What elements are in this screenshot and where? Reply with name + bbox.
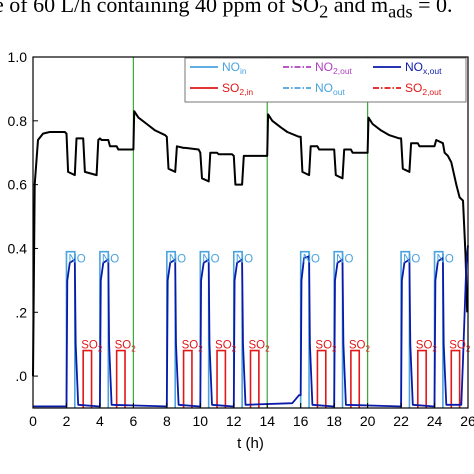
so2-pulse-label-2: SO2 xyxy=(182,340,204,354)
so2-pulse-label-7: SO2 xyxy=(416,340,438,354)
pulse-label-layer: NO NO NO NO NO NO NO NO NO SO2 SO2 SO2 SO2 SO2 SO2 SO2 S… xyxy=(68,254,470,354)
x-tick-label-11: 22 xyxy=(393,413,409,429)
no-pulse-label-4: NO xyxy=(236,254,253,266)
x-tick-label-9: 18 xyxy=(326,413,342,429)
no-pulse-label-0: NO xyxy=(68,254,85,266)
so2-pulse-label-3: SO2 xyxy=(215,340,237,354)
no-pulse-label-7: NO xyxy=(403,254,420,266)
x-tick-label-5: 10 xyxy=(193,413,209,429)
plot-frame xyxy=(32,56,469,409)
so2-inlet-pulse-0 xyxy=(82,349,93,408)
x-tick-label-0: 0 xyxy=(29,413,37,429)
x-tick-label-6: 12 xyxy=(226,413,242,429)
so2-inlet-pulse-1 xyxy=(115,349,126,408)
x-tick-label-10: 20 xyxy=(360,413,376,429)
no-pulse-label-5: NO xyxy=(303,254,320,266)
so2-pulse-label-4: SO2 xyxy=(249,340,271,354)
so2-pulse-label-6: SO2 xyxy=(349,340,371,354)
x-tick-label-4: 8 xyxy=(163,413,171,429)
no-pulse-label-3: NO xyxy=(202,254,219,266)
figure-caption: e of 60 L/h containing 40 ppm of SO2 and… xyxy=(0,0,474,26)
caption-text-mid: and m xyxy=(328,0,389,17)
caption-text-pre: e of 60 L/h containing 40 ppm of SO xyxy=(0,0,320,17)
no-pulse-label-2: NO xyxy=(169,254,186,266)
series-line-1 xyxy=(33,245,469,408)
so2-inlet-pulse-4 xyxy=(249,349,260,408)
y-tick-label-4: 0.8 xyxy=(8,113,28,129)
so2-pulse-label-1: SO2 xyxy=(115,340,137,354)
y-tick-label-1: .2 xyxy=(15,304,27,320)
series-layer xyxy=(32,110,469,408)
no-pulse-label-6: NO xyxy=(336,254,353,266)
y-tick-label-0: .0 xyxy=(15,368,27,384)
series-line-0 xyxy=(32,110,469,377)
axis-ticks: 0 2 4 6 8 10 12 14 16 18 20 22 24 26.0.20.40.60.81.0 xyxy=(8,49,474,429)
no-pulse-label-8: NO xyxy=(437,254,454,266)
x-tick-label-13: 26 xyxy=(460,413,474,429)
x-tick-label-8: 16 xyxy=(293,413,309,429)
so2-inlet-pulse-8 xyxy=(450,349,461,408)
caption-sub-2: 2 xyxy=(319,1,329,22)
x-tick-label-2: 4 xyxy=(96,413,104,429)
y-tick-label-2: 0.4 xyxy=(8,240,28,256)
x-tick-label-1: 2 xyxy=(63,413,71,429)
caption-sub-ads: ads xyxy=(388,1,413,22)
legend-box xyxy=(184,57,467,103)
x-tick-label-7: 14 xyxy=(259,413,275,429)
no-pulse-label-1: NO xyxy=(102,254,119,266)
x-tick-label-3: 6 xyxy=(129,413,137,429)
so2-pulse-label-0: SO2 xyxy=(81,340,103,354)
y-tick-label-3: 0.6 xyxy=(8,177,28,193)
x-axis-title: t (h) xyxy=(237,435,264,452)
so2-inlet-pulse-3 xyxy=(216,349,227,408)
x-tick-label-12: 24 xyxy=(427,413,443,429)
y-tick-label-5: 1.0 xyxy=(8,49,28,65)
so2-inlet-pulse-7 xyxy=(417,349,427,408)
so2-inlet-pulse-2 xyxy=(182,349,193,408)
so2-pulse-label-5: SO2 xyxy=(315,340,337,354)
so2-inlet-pulse-6 xyxy=(350,349,361,408)
caption-text-post: = 0. xyxy=(412,0,453,17)
so2-inlet-pulse-5 xyxy=(316,349,327,408)
